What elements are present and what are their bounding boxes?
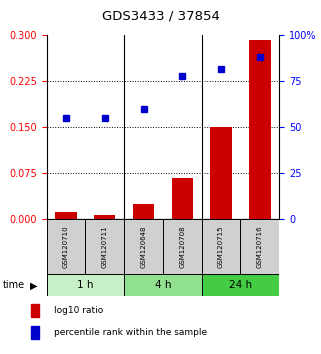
Text: GSM120648: GSM120648 <box>141 225 146 268</box>
Bar <box>55 211 77 219</box>
Bar <box>124 274 202 296</box>
Bar <box>172 178 193 219</box>
Bar <box>85 219 124 274</box>
Bar <box>202 219 240 274</box>
Text: GSM120716: GSM120716 <box>257 225 263 268</box>
Text: 24 h: 24 h <box>229 280 252 290</box>
Bar <box>211 127 232 219</box>
Bar <box>202 274 279 296</box>
Bar <box>31 304 39 317</box>
Bar <box>133 204 154 219</box>
Text: 4 h: 4 h <box>155 280 171 290</box>
Text: 1 h: 1 h <box>77 280 94 290</box>
Text: GSM120711: GSM120711 <box>102 225 108 268</box>
Text: GSM120715: GSM120715 <box>218 225 224 268</box>
Bar <box>163 219 202 274</box>
Text: ▶: ▶ <box>30 280 38 290</box>
Text: log10 ratio: log10 ratio <box>54 306 103 315</box>
Text: GSM120710: GSM120710 <box>63 225 69 268</box>
Bar <box>31 326 39 339</box>
Text: percentile rank within the sample: percentile rank within the sample <box>54 328 207 337</box>
Bar <box>124 219 163 274</box>
Bar <box>94 215 115 219</box>
Text: time: time <box>3 280 25 290</box>
Bar <box>240 219 279 274</box>
Text: GSM120708: GSM120708 <box>179 225 185 268</box>
Bar <box>249 40 271 219</box>
Text: GDS3433 / 37854: GDS3433 / 37854 <box>101 10 220 22</box>
Bar <box>47 219 85 274</box>
Bar <box>47 274 124 296</box>
